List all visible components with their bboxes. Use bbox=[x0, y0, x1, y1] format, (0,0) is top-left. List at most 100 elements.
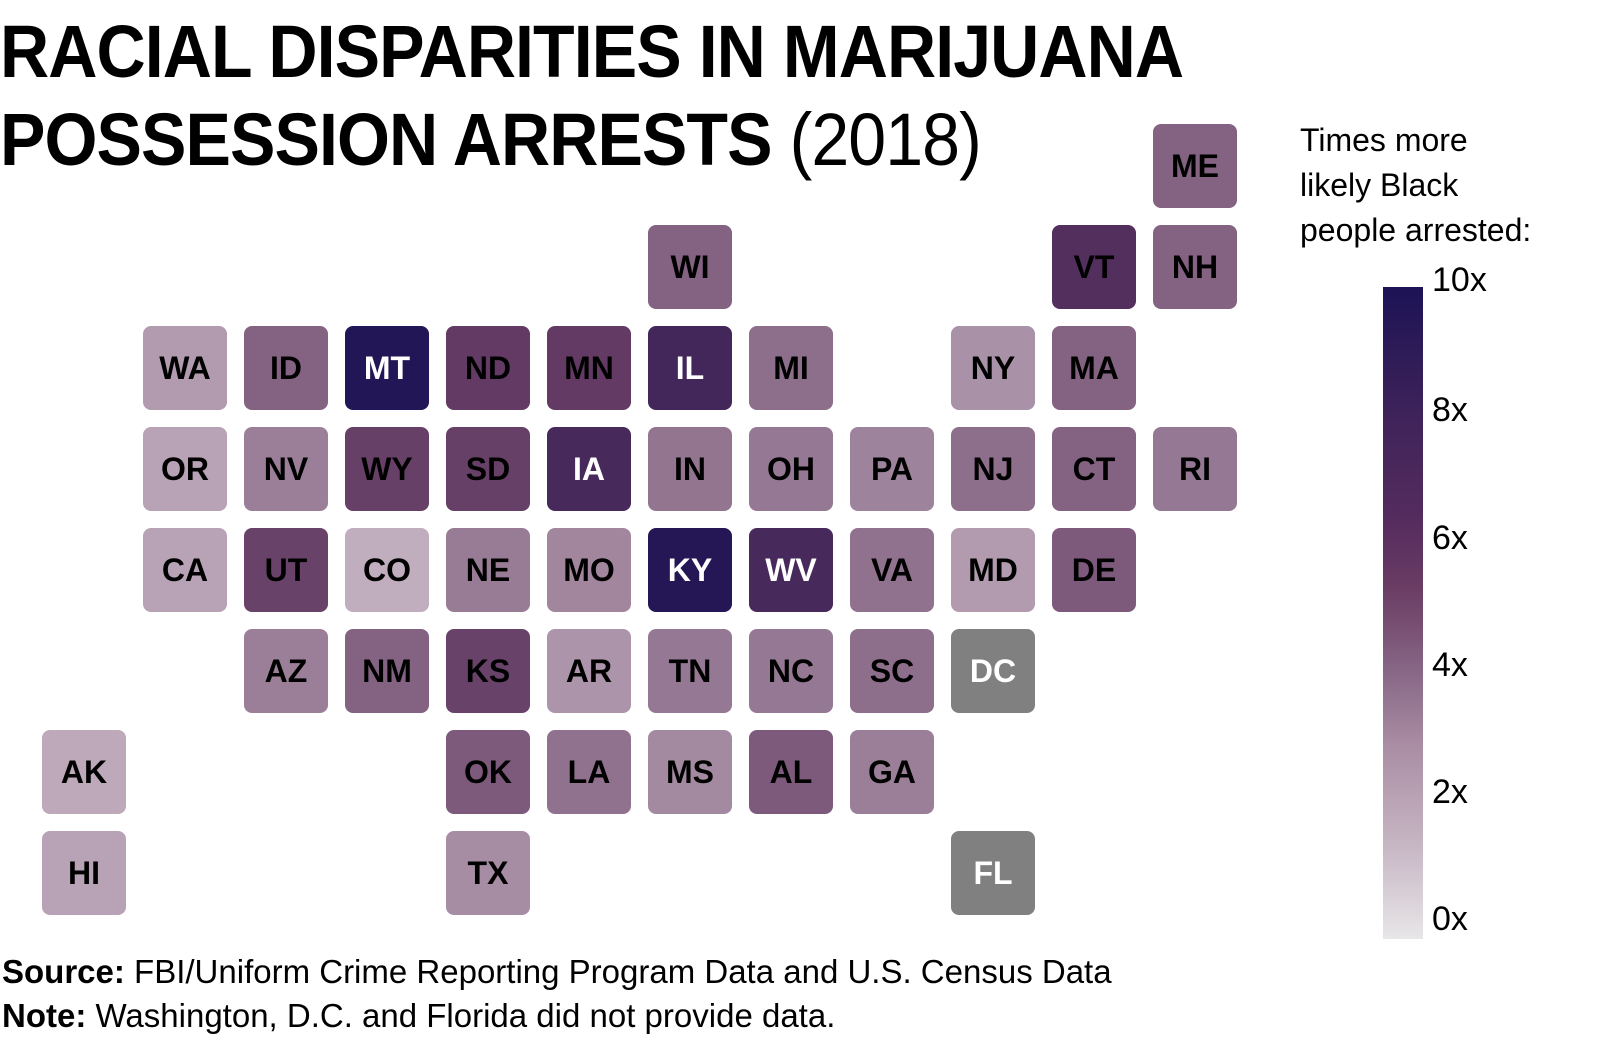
state-tile-ct: CT bbox=[1052, 427, 1136, 511]
state-label: NE bbox=[465, 551, 511, 588]
state-tile-ma: MA bbox=[1052, 326, 1136, 410]
state-label: MS bbox=[666, 753, 714, 790]
state-label: NM bbox=[362, 652, 412, 689]
state-tile-mn: MN bbox=[547, 326, 631, 410]
state-tile-ri: RI bbox=[1153, 427, 1237, 511]
state-label: KY bbox=[667, 551, 713, 588]
legend-title-line: people arrested: bbox=[1300, 212, 1532, 248]
state-tile-sd: SD bbox=[446, 427, 530, 511]
state-label: OR bbox=[161, 450, 209, 487]
state-label: AK bbox=[60, 753, 108, 790]
title-line-2: POSSESSION ARRESTS (2018) bbox=[0, 96, 1224, 184]
chart-title: RACIAL DISPARITIES IN MARIJUANA POSSESSI… bbox=[0, 8, 1224, 184]
source-note: Source: FBI/Uniform Crime Reporting Prog… bbox=[2, 952, 1112, 992]
state-tile-az: AZ bbox=[244, 629, 328, 713]
state-tile-nv: NV bbox=[244, 427, 328, 511]
source-label: Source: bbox=[2, 953, 125, 990]
state-tile-oh: OH bbox=[749, 427, 833, 511]
state-tile-id: ID bbox=[244, 326, 328, 410]
state-label: ME bbox=[1171, 147, 1219, 184]
state-label: ND bbox=[464, 349, 512, 386]
state-tile-mt: MT bbox=[345, 326, 429, 410]
state-label: WV bbox=[765, 551, 817, 588]
state-tile-ca: CA bbox=[143, 528, 227, 612]
state-tile-wy: WY bbox=[345, 427, 429, 511]
state-label: NY bbox=[970, 349, 1016, 386]
state-tile-sc: SC bbox=[850, 629, 934, 713]
note-label: Note: bbox=[2, 997, 87, 1034]
state-tile-me: ME bbox=[1153, 124, 1237, 208]
state-tile-pa: PA bbox=[850, 427, 934, 511]
state-tile-hi: HI bbox=[42, 831, 126, 915]
state-tile-ar: AR bbox=[547, 629, 631, 713]
state-label: MT bbox=[363, 349, 411, 386]
state-tile-ny: NY bbox=[951, 326, 1035, 410]
state-label: MO bbox=[563, 551, 615, 588]
state-tile-de: DE bbox=[1052, 528, 1136, 612]
title-line-1: RACIAL DISPARITIES IN MARIJUANA bbox=[0, 10, 1184, 93]
state-label: WY bbox=[361, 450, 413, 487]
state-label: NJ bbox=[972, 450, 1014, 487]
legend-title-line: Times more bbox=[1300, 122, 1468, 158]
state-label: RI bbox=[1179, 450, 1211, 487]
state-tile-nc: NC bbox=[749, 629, 833, 713]
state-tile-wi: WI bbox=[648, 225, 732, 309]
state-tile-tn: TN bbox=[648, 629, 732, 713]
state-tile-mi: MI bbox=[749, 326, 833, 410]
note-text: Washington, D.C. and Florida did not pro… bbox=[95, 997, 836, 1034]
title-year: (2018) bbox=[789, 98, 982, 181]
legend-title-line: likely Black bbox=[1300, 167, 1459, 203]
state-tile-nm: NM bbox=[345, 629, 429, 713]
source-text: FBI/Uniform Crime Reporting Program Data… bbox=[134, 953, 1112, 990]
state-label: VA bbox=[870, 551, 914, 588]
state-label: WI bbox=[670, 248, 710, 285]
state-tile-in: IN bbox=[648, 427, 732, 511]
state-label: FL bbox=[973, 854, 1013, 891]
state-label: TN bbox=[668, 652, 712, 689]
state-label: NH bbox=[1171, 248, 1219, 285]
state-tile-nj: NJ bbox=[951, 427, 1035, 511]
state-tile-ak: AK bbox=[42, 730, 126, 814]
state-label: AL bbox=[769, 753, 813, 790]
legend-title: Times more likely Black people arrested: bbox=[1300, 118, 1531, 253]
state-tile-nd: ND bbox=[446, 326, 530, 410]
state-label: MN bbox=[564, 349, 614, 386]
state-label: VT bbox=[1073, 248, 1115, 285]
state-tile-ut: UT bbox=[244, 528, 328, 612]
state-label: ID bbox=[270, 349, 302, 386]
state-tile-fl: FL bbox=[951, 831, 1035, 915]
state-tile-vt: VT bbox=[1052, 225, 1136, 309]
state-label: TX bbox=[467, 854, 509, 891]
state-label: KS bbox=[465, 652, 511, 689]
state-label: SD bbox=[465, 450, 511, 487]
state-tile-nh: NH bbox=[1153, 225, 1237, 309]
state-label: MA bbox=[1069, 349, 1119, 386]
state-label: DC bbox=[969, 652, 1017, 689]
state-label: CO bbox=[363, 551, 411, 588]
state-tile-va: VA bbox=[850, 528, 934, 612]
state-label: HI bbox=[68, 854, 100, 891]
state-label: CA bbox=[161, 551, 209, 588]
legend-tick-6x: 6x bbox=[1432, 519, 1468, 557]
state-label: IA bbox=[573, 450, 605, 487]
state-tile-la: LA bbox=[547, 730, 631, 814]
state-tile-wa: WA bbox=[143, 326, 227, 410]
state-tile-ia: IA bbox=[547, 427, 631, 511]
state-tile-mo: MO bbox=[547, 528, 631, 612]
data-note: Note: Washington, D.C. and Florida did n… bbox=[2, 996, 835, 1036]
state-tile-tx: TX bbox=[446, 831, 530, 915]
legend-tick-4x: 4x bbox=[1432, 646, 1468, 684]
state-label: AR bbox=[565, 652, 613, 689]
title-line-2-bold: POSSESSION ARRESTS bbox=[0, 98, 773, 181]
state-tile-ne: NE bbox=[446, 528, 530, 612]
legend-color-scale bbox=[1383, 287, 1423, 939]
state-tile-ks: KS bbox=[446, 629, 530, 713]
state-label: MD bbox=[968, 551, 1018, 588]
state-label: CT bbox=[1072, 450, 1116, 487]
state-tile-al: AL bbox=[749, 730, 833, 814]
state-label: OH bbox=[767, 450, 815, 487]
state-label: UT bbox=[264, 551, 308, 588]
state-label: SC bbox=[869, 652, 915, 689]
state-tile-md: MD bbox=[951, 528, 1035, 612]
state-label: MI bbox=[773, 349, 809, 386]
